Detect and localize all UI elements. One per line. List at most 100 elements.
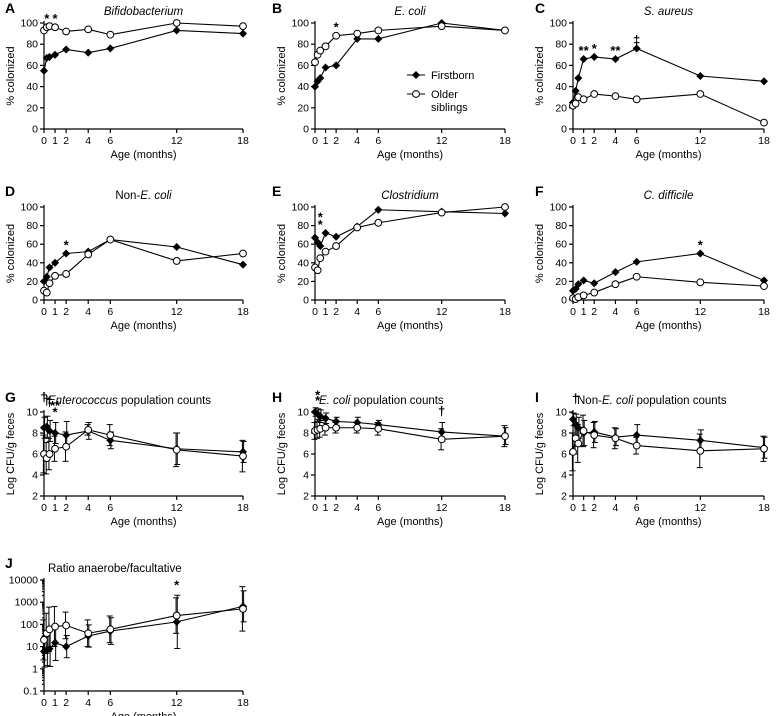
data-point: [172, 611, 181, 620]
series-line: [572, 93, 765, 124]
series-firstborn: [39, 235, 248, 286]
panel-letter: J: [5, 555, 13, 571]
y-axis-label: % colonized: [5, 46, 17, 105]
series-firstborn: [310, 18, 510, 91]
data-point: [374, 205, 383, 214]
data-point: [332, 31, 341, 40]
data-point: [172, 257, 181, 265]
x-tick-label: 1: [52, 306, 58, 318]
x-tick-label: 2: [63, 135, 69, 147]
data-point: [632, 95, 641, 104]
x-tick-label: 4: [613, 502, 619, 514]
x-tick-label: 18: [237, 697, 249, 709]
significance-mark: **: [50, 398, 61, 413]
significance-mark: *: [315, 393, 321, 408]
chart-title: Non-E. coli population counts: [577, 395, 727, 407]
x-tick-label: 4: [613, 135, 619, 147]
y-axis-label: % colonized: [276, 224, 288, 283]
y-tick-label: 40: [26, 257, 38, 269]
data-point: [437, 22, 446, 31]
data-point: [51, 50, 60, 59]
y-tick-label: 8: [561, 428, 567, 440]
x-tick-label: 0: [570, 306, 576, 318]
y-tick-label: 1000: [15, 597, 39, 609]
chart-title: Enterococcus population counts: [48, 395, 211, 407]
series-firstborn: [568, 249, 769, 295]
data-point: [172, 242, 181, 252]
series-older-siblings: [311, 419, 509, 451]
data-point: [106, 44, 115, 53]
panel-letter: H: [272, 389, 282, 405]
x-axis-label: Age (months): [110, 516, 176, 528]
data-point: [332, 61, 341, 70]
series-line: [43, 29, 244, 71]
data-point: [696, 278, 705, 287]
x-tick-label: 1: [323, 306, 329, 318]
data-point: [696, 71, 705, 81]
x-tick-label: 12: [436, 306, 448, 318]
panel-letter: F: [535, 183, 544, 199]
significance-mark: *: [174, 577, 180, 592]
series-older-siblings: [569, 272, 768, 303]
x-tick-label: 1: [52, 697, 58, 709]
x-axis-label: Age (months): [635, 320, 701, 332]
data-point: [632, 44, 641, 53]
data-point: [316, 74, 325, 83]
data-point: [332, 423, 341, 432]
data-point: [106, 431, 115, 440]
y-axis-label: % colonized: [5, 224, 17, 283]
data-point: [696, 436, 705, 445]
series-firstborn: [39, 415, 248, 465]
data-point: [579, 95, 588, 104]
data-point: [632, 257, 641, 266]
y-tick-label: 80: [297, 220, 309, 232]
data-point: [579, 427, 588, 435]
series-firstborn: [39, 590, 248, 668]
panel-j: J Ratio anaerobe/facultative0.11101001000…: [5, 555, 249, 716]
y-tick-label: 0.1: [23, 686, 38, 698]
y-tick-label: 40: [297, 257, 309, 269]
data-point: [696, 249, 705, 258]
data-point: [238, 260, 248, 269]
series-line: [43, 238, 244, 282]
y-tick-label: 60: [297, 60, 309, 72]
y-tick-label: 60: [26, 239, 38, 251]
series-older-siblings: [40, 19, 247, 39]
y-tick-label: 20: [555, 102, 567, 114]
series-older-siblings: [311, 203, 509, 275]
series-line: [314, 206, 506, 272]
data-point: [62, 621, 71, 630]
series-firstborn: [310, 407, 510, 446]
significance-mark: †: [43, 393, 50, 408]
data-point: [45, 426, 54, 435]
significance-mark: **: [610, 43, 621, 58]
x-tick-label: 6: [107, 697, 113, 709]
data-point: [611, 55, 620, 64]
x-tick-label: 0: [312, 135, 318, 147]
data-point: [84, 250, 93, 259]
chart-title-part: Non-: [577, 395, 602, 407]
data-point: [62, 270, 71, 278]
data-point: [760, 118, 768, 127]
data-point: [62, 431, 71, 440]
y-tick-label: 0: [561, 124, 567, 136]
y-tick-label: 2: [32, 491, 38, 503]
chart-title: Bifidobacterium: [104, 6, 184, 18]
data-point: [353, 223, 362, 232]
data-point: [51, 444, 59, 453]
x-tick-label: 0: [41, 697, 47, 709]
y-tick-label: 6: [32, 449, 38, 461]
significance-mark: *: [318, 210, 324, 225]
data-point: [374, 34, 383, 43]
series-line: [43, 238, 244, 294]
x-axis-label: Age (months): [635, 516, 701, 528]
y-tick-label: 40: [555, 81, 567, 93]
y-tick-label: 8: [32, 428, 38, 440]
y-axis-label: Log CFU/g feces: [276, 412, 288, 495]
series-line: [572, 276, 765, 300]
x-tick-label: 18: [499, 135, 511, 147]
x-tick-label: 12: [436, 502, 448, 514]
data-point: [84, 425, 93, 434]
x-tick-label: 1: [52, 502, 58, 514]
